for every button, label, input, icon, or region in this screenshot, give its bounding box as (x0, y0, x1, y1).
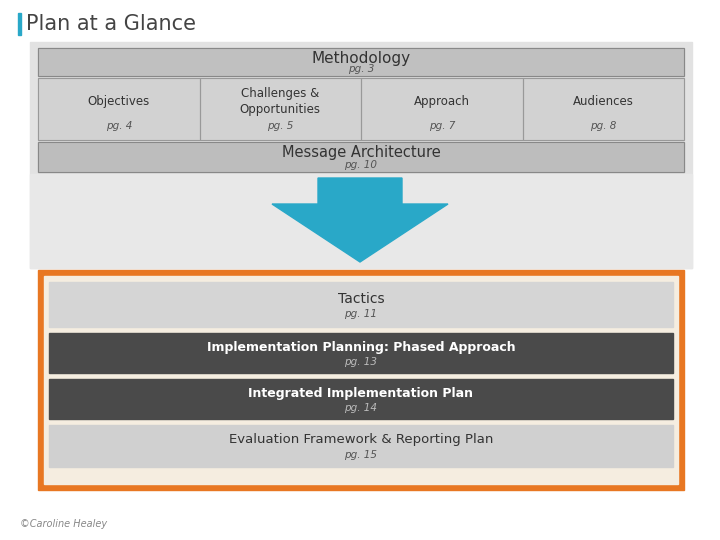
Bar (38, 48, 684, 76)
Bar (199, 78, 361, 140)
Polygon shape (272, 178, 448, 262)
Text: Methodology: Methodology (312, 51, 410, 66)
Bar (44, 276, 678, 484)
Bar (523, 78, 684, 140)
Text: pg. 7: pg. 7 (428, 122, 455, 131)
Text: Message Architecture: Message Architecture (282, 145, 441, 160)
Bar (361, 78, 523, 140)
Bar (38, 78, 199, 140)
Bar (30, 42, 692, 268)
Text: ©Caroline Healey: ©Caroline Healey (20, 519, 107, 529)
Bar (49, 333, 673, 373)
Bar (38, 142, 684, 172)
Text: Challenges &
Opportunities: Challenges & Opportunities (240, 87, 320, 116)
Text: pg. 5: pg. 5 (267, 122, 294, 131)
Text: Objectives: Objectives (88, 95, 150, 108)
Text: pg. 4: pg. 4 (106, 122, 132, 131)
Bar (49, 282, 673, 327)
Text: pg. 11: pg. 11 (344, 309, 377, 319)
Bar (30, 174, 692, 268)
Text: Implementation Planning: Phased Approach: Implementation Planning: Phased Approach (207, 341, 516, 354)
Text: Approach: Approach (414, 95, 469, 108)
Bar (38, 78, 199, 140)
Bar (523, 78, 684, 140)
Bar (361, 78, 523, 140)
Text: pg. 14: pg. 14 (344, 403, 377, 413)
Text: pg. 3: pg. 3 (348, 64, 374, 74)
Text: pg. 15: pg. 15 (344, 450, 377, 460)
Bar (49, 379, 673, 419)
Bar (38, 48, 684, 76)
Text: pg. 10: pg. 10 (344, 160, 377, 171)
Text: pg. 13: pg. 13 (344, 357, 377, 367)
Text: Tactics: Tactics (338, 292, 384, 306)
Bar (199, 78, 361, 140)
Bar (49, 425, 673, 467)
Text: Integrated Implementation Plan: Integrated Implementation Plan (248, 387, 474, 400)
Bar (38, 142, 684, 172)
Text: Plan at a Glance: Plan at a Glance (26, 14, 196, 34)
Text: pg. 8: pg. 8 (590, 122, 616, 131)
Bar (38, 270, 684, 490)
Text: Evaluation Framework & Reporting Plan: Evaluation Framework & Reporting Plan (229, 433, 493, 446)
Text: Audiences: Audiences (573, 95, 634, 108)
Bar (18, 13, 21, 35)
